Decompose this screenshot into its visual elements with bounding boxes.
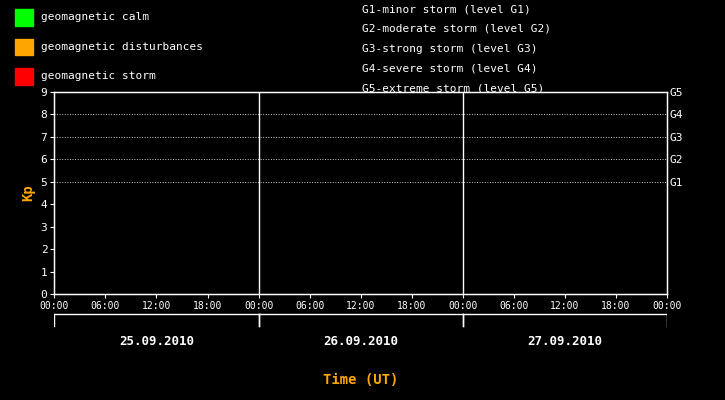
Text: G3-strong storm (level G3): G3-strong storm (level G3): [362, 44, 538, 54]
Text: G4-severe storm (level G4): G4-severe storm (level G4): [362, 64, 538, 74]
Text: G5-extreme storm (level G5): G5-extreme storm (level G5): [362, 83, 544, 93]
Text: 25.09.2010: 25.09.2010: [119, 335, 194, 348]
Bar: [14, 68, 33, 85]
Text: G2-moderate storm (level G2): G2-moderate storm (level G2): [362, 24, 552, 34]
Text: geomagnetic disturbances: geomagnetic disturbances: [41, 42, 203, 52]
Bar: [14, 9, 33, 26]
Text: 26.09.2010: 26.09.2010: [323, 335, 398, 348]
Text: 27.09.2010: 27.09.2010: [527, 335, 602, 348]
Bar: [14, 39, 33, 55]
Y-axis label: Kp: Kp: [21, 185, 35, 201]
Text: G1-minor storm (level G1): G1-minor storm (level G1): [362, 4, 531, 14]
Text: Time (UT): Time (UT): [323, 373, 398, 387]
Text: geomagnetic storm: geomagnetic storm: [41, 71, 156, 81]
Text: geomagnetic calm: geomagnetic calm: [41, 12, 149, 22]
